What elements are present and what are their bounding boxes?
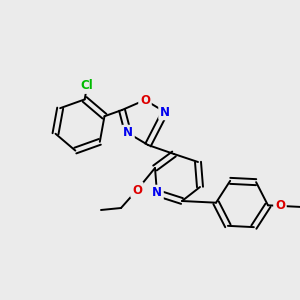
Text: Cl: Cl <box>81 79 94 92</box>
Text: O: O <box>132 184 142 196</box>
Text: N: N <box>160 106 170 118</box>
Text: N: N <box>123 127 133 140</box>
Text: O: O <box>140 94 150 106</box>
Text: N: N <box>152 187 162 200</box>
Text: O: O <box>275 200 285 212</box>
